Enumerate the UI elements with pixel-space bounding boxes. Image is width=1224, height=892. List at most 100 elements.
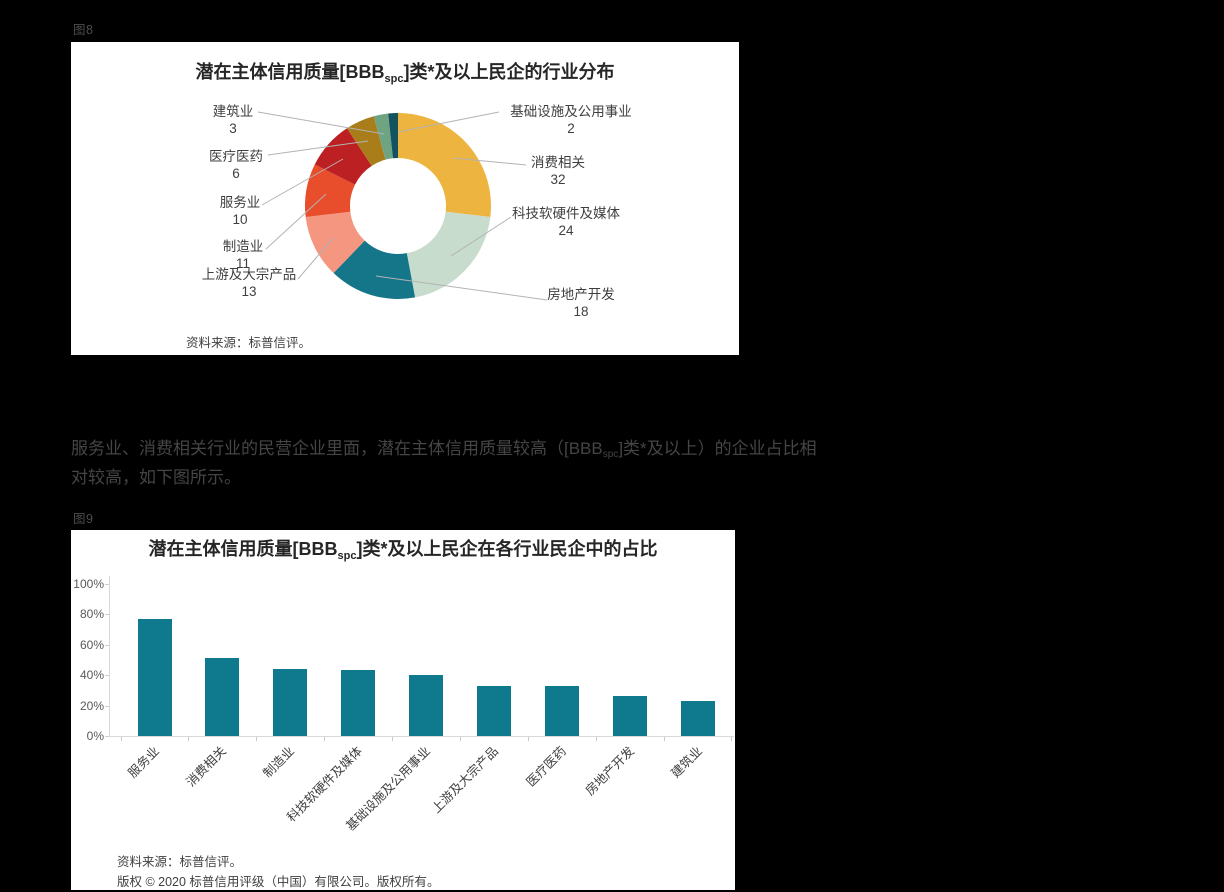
y-axis-label: 0% bbox=[86, 729, 104, 743]
callout-value: 2 bbox=[567, 121, 575, 136]
callout-label: 上游及大宗产品 bbox=[201, 267, 297, 282]
leader-line bbox=[267, 140, 369, 156]
leader-line bbox=[261, 158, 344, 206]
x-axis-label: 基础设施及公用事业 bbox=[343, 744, 433, 834]
donut-slice bbox=[305, 164, 356, 218]
x-tick bbox=[392, 737, 394, 741]
x-tick bbox=[324, 737, 326, 741]
donut-chart-title: 潜在主体信用质量[BBBspc]类*及以上民企的行业分布 bbox=[71, 58, 739, 85]
callout-value: 6 bbox=[232, 166, 240, 181]
x-axis-label: 消费相关 bbox=[184, 744, 230, 790]
paragraph-text: 对较高，如下图所示。 bbox=[71, 468, 241, 487]
callout-upstream: 上游及大宗产品 13 bbox=[179, 266, 319, 300]
y-tick bbox=[105, 675, 109, 676]
callout-real-estate: 房地产开发 18 bbox=[511, 286, 651, 320]
donut-slice bbox=[373, 113, 393, 160]
callout-value: 3 bbox=[229, 121, 237, 136]
bar-chart-title: 潜在主体信用质量[BBBspc]类*及以上民企在各行业民企中的占比 bbox=[71, 535, 735, 562]
paragraph-subscript: spc bbox=[602, 449, 619, 460]
source-note: 资料来源：标普信评。 版权 © 2020 标普信用评级（中国）有限公司。版权所有… bbox=[117, 852, 439, 892]
title-subscript: spc bbox=[384, 73, 404, 85]
figure8-panel: 潜在主体信用质量[BBBspc]类*及以上民企的行业分布 建筑业 3 医疗医药 6 … bbox=[71, 42, 739, 355]
x-axis-label: 服务业 bbox=[125, 744, 162, 781]
x-tick bbox=[459, 737, 461, 741]
title-text: ]类*及以上民企在各行业民企中的占比 bbox=[356, 539, 658, 559]
bar bbox=[544, 686, 579, 736]
x-tick bbox=[527, 737, 529, 741]
x-tick bbox=[731, 737, 733, 741]
figure8-caption: 图8 bbox=[73, 23, 94, 37]
callout-infrastructure: 基础设施及公用事业 2 bbox=[501, 103, 641, 137]
x-axis-label: 科技软硬件及媒体 bbox=[284, 744, 366, 825]
donut-slice bbox=[314, 128, 372, 185]
callout-label: 房地产开发 bbox=[547, 287, 615, 302]
y-axis-label: 60% bbox=[79, 637, 104, 652]
y-axis-line bbox=[109, 576, 110, 737]
leader-line bbox=[397, 111, 500, 133]
leader-line bbox=[450, 216, 512, 257]
x-tick bbox=[256, 737, 258, 741]
bar bbox=[476, 686, 511, 736]
paragraph-text: 服务业、消费相关行业的民营企业里面，潜在主体信用质量较高（[BBB bbox=[71, 439, 603, 458]
callout-value: 13 bbox=[241, 284, 257, 299]
y-tick bbox=[105, 736, 109, 737]
x-tick bbox=[188, 737, 190, 741]
callout-construction: 建筑业 3 bbox=[163, 103, 303, 137]
y-axis-label: 100% bbox=[73, 576, 104, 591]
source-note: 资料来源：标普信评。 bbox=[186, 336, 312, 350]
donut-slice bbox=[305, 211, 365, 274]
y-tick bbox=[105, 583, 109, 585]
donut-slice bbox=[333, 240, 416, 299]
callout-label: 基础设施及公用事业 bbox=[510, 104, 632, 119]
title-subscript: spc bbox=[337, 550, 357, 562]
bar bbox=[273, 669, 308, 736]
callout-consumer: 消费相关 32 bbox=[488, 154, 628, 188]
bar bbox=[341, 670, 376, 736]
title-text: 潜在主体信用质量[BBB bbox=[148, 539, 338, 559]
y-axis-label: 20% bbox=[79, 698, 104, 713]
bar bbox=[205, 658, 240, 736]
title-text: ]类*及以上民企的行业分布 bbox=[403, 62, 615, 82]
copyright-line: 版权 © 2020 标普信用评级（中国）有限公司。版权所有。 bbox=[117, 875, 440, 889]
figure9-panel: 潜在主体信用质量[BBBspc]类*及以上民企在各行业民企中的占比 0% 20% 4… bbox=[71, 530, 735, 890]
figure9-caption: 图9 bbox=[73, 512, 94, 526]
x-axis-label: 上游及大宗产品 bbox=[429, 744, 501, 816]
x-axis-label: 建筑业 bbox=[668, 744, 705, 781]
x-tick bbox=[595, 737, 597, 741]
callout-value: 10 bbox=[232, 212, 248, 227]
x-axis-label: 房地产开发 bbox=[582, 744, 637, 799]
callout-label: 医疗医药 bbox=[209, 149, 263, 164]
x-axis-line bbox=[109, 736, 734, 737]
x-axis-label: 医疗医药 bbox=[523, 744, 569, 790]
callout-value: 32 bbox=[550, 172, 566, 187]
bar bbox=[409, 675, 443, 736]
callout-label: 服务业 bbox=[219, 195, 261, 210]
callout-label: 制造业 bbox=[222, 239, 264, 254]
callout-value: 18 bbox=[573, 304, 589, 319]
y-tick bbox=[105, 614, 109, 615]
callout-services: 服务业 10 bbox=[170, 194, 310, 228]
title-text: 潜在主体信用质量[BBB bbox=[195, 62, 385, 82]
donut-slice bbox=[406, 211, 491, 298]
source-line: 资料来源：标普信评。 bbox=[117, 855, 243, 869]
leader-line bbox=[452, 157, 527, 166]
y-axis-label: 40% bbox=[79, 668, 104, 682]
y-tick bbox=[105, 644, 109, 646]
donut-chart bbox=[257, 111, 548, 301]
leader-line bbox=[375, 275, 548, 301]
callout-label: 消费相关 bbox=[531, 155, 585, 170]
callout-value: 24 bbox=[558, 223, 574, 238]
callout-label: 科技软硬件及媒体 bbox=[512, 206, 620, 221]
paragraph-text: ]类*及以上）的企业占比相 bbox=[618, 439, 817, 458]
callout-manufacturing: 制造业 11 bbox=[173, 238, 313, 272]
bar bbox=[137, 619, 172, 736]
leader-line bbox=[265, 193, 327, 250]
bar bbox=[612, 696, 647, 736]
x-axis-label: 制造业 bbox=[260, 744, 298, 781]
bar bbox=[680, 701, 715, 736]
y-axis-label: 80% bbox=[79, 607, 104, 621]
callout-value: 11 bbox=[235, 256, 250, 271]
x-tick bbox=[120, 737, 122, 741]
donut-slice bbox=[388, 113, 398, 159]
body-paragraph: 服务业、消费相关行业的民营企业里面，潜在主体信用质量较高（[BBBspc]类*及… bbox=[71, 436, 901, 491]
